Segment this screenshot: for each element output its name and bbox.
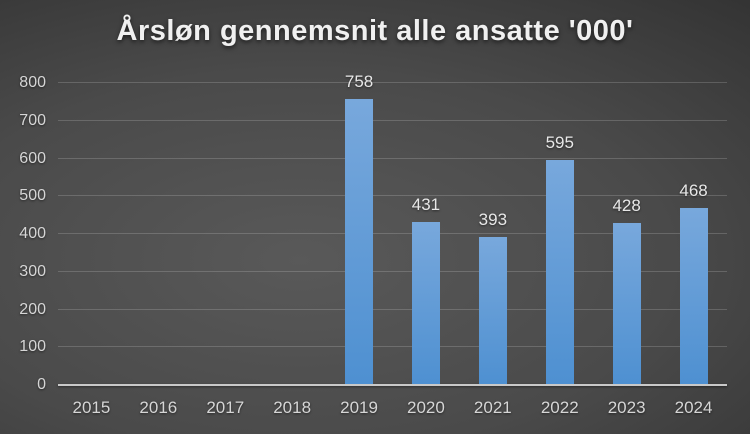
bar-value-label: 758: [344, 71, 374, 91]
x-axis-tick-label: 2020: [407, 398, 445, 417]
gridline: [58, 82, 727, 83]
x-axis-tick-label: 2024: [674, 398, 713, 417]
bar: [478, 236, 507, 384]
bar: [679, 208, 708, 384]
x-axis-tick-label: 2015: [72, 398, 111, 417]
y-axis-tick-label: 800: [19, 74, 46, 91]
bar: [545, 160, 574, 384]
bar-value-label: 428: [612, 196, 641, 216]
gridline: [58, 270, 727, 272]
gridline: [58, 346, 727, 348]
x-axis-tick-label: 2022: [540, 398, 579, 417]
bar: [345, 98, 374, 384]
gridline: [58, 195, 727, 197]
gridline: [58, 308, 727, 310]
y-axis-tick-label: 0: [37, 376, 46, 393]
x-axis-tick-label: 2023: [607, 398, 646, 417]
bar-value-label: 468: [679, 181, 708, 201]
x-axis-line: [58, 384, 727, 386]
gridline: [58, 233, 727, 234]
bar: [411, 222, 440, 384]
bar-value-label: 393: [478, 209, 508, 229]
y-axis-tick-label: 700: [19, 111, 46, 129]
bar-value-label: 595: [545, 133, 574, 153]
x-axis-tick-label: 2019: [340, 398, 378, 417]
x-axis-tick-label: 2016: [139, 398, 178, 417]
chart-title: Årsløn gennemsnit alle ansatte '000': [116, 15, 634, 47]
x-axis-tick-label: 2018: [273, 398, 312, 417]
y-axis-tick-label: 100: [19, 338, 46, 356]
y-axis-tick-label: 500: [19, 187, 46, 205]
x-axis-tick-label: 2017: [206, 398, 245, 417]
y-axis-tick-label: 200: [19, 300, 46, 318]
bar: [612, 223, 641, 384]
bar-value-label: 431: [411, 195, 441, 215]
y-axis-tick-label: 400: [19, 225, 46, 242]
gridline: [58, 157, 727, 159]
x-axis-tick-label: 2021: [473, 398, 512, 417]
gridline: [58, 119, 727, 121]
y-axis-tick-label: 600: [19, 149, 46, 167]
y-axis-tick-label: 300: [19, 262, 46, 280]
